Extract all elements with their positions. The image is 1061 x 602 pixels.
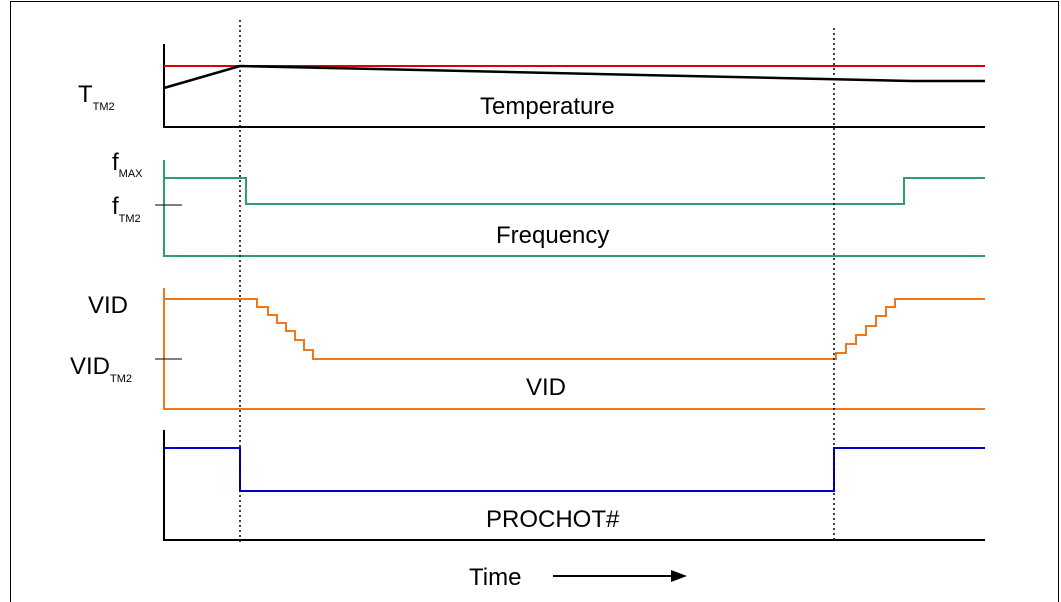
temperature-title: Temperature <box>480 93 615 120</box>
vid-tm2-label: VIDTM2 <box>70 353 132 385</box>
t-tm2-label: TTM2 <box>78 81 115 113</box>
time-arrow-icon <box>553 570 687 582</box>
vid-title: VID <box>526 374 566 401</box>
prochot-panel: PROCHOT# <box>163 430 985 541</box>
vid-panel: VID VIDTM2 VID <box>70 288 985 410</box>
frequency-trace <box>164 177 985 205</box>
frequency-panel: fMAX fTM2 Frequency <box>112 149 985 257</box>
temperature-trace <box>163 64 985 90</box>
prochot-title: PROCHOT# <box>486 506 620 533</box>
f-max-label: fMAX <box>112 149 143 180</box>
diagram-frame <box>10 1 1059 602</box>
temperature-panel: TTM2 Temperature <box>78 44 985 128</box>
vid-axis-label: VID <box>88 292 128 319</box>
frequency-title: Frequency <box>496 222 609 249</box>
vid-trace <box>164 298 985 360</box>
time-label: Time <box>469 564 521 591</box>
prochot-trace <box>164 447 985 492</box>
f-tm2-label: fTM2 <box>112 193 141 225</box>
